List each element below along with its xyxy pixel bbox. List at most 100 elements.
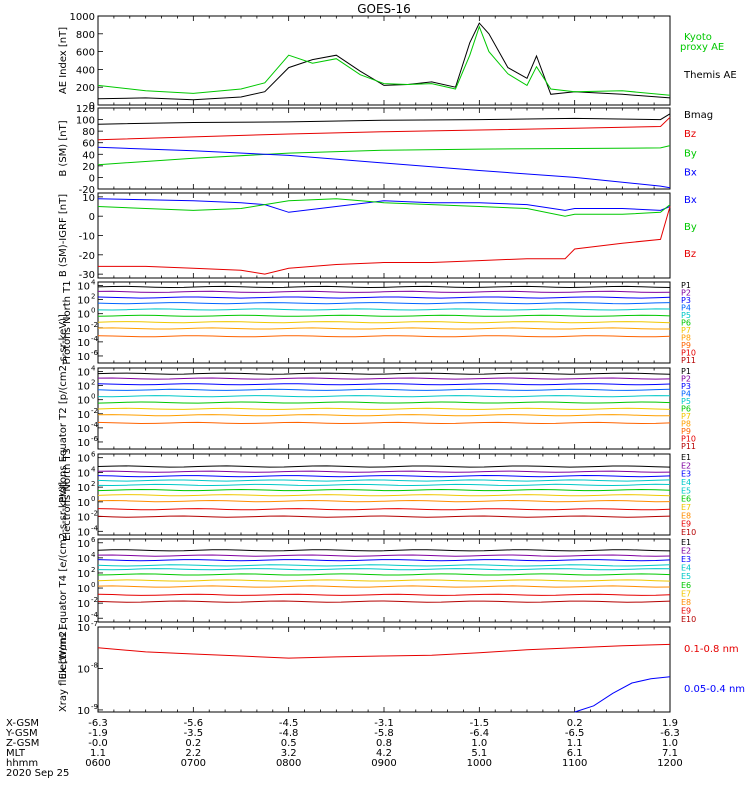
y-tick-label: 10 [77, 614, 90, 625]
y-tick-label: 10 [77, 410, 90, 421]
legend-label: P10 [681, 349, 696, 358]
y-tick-label: -7 [91, 620, 98, 628]
series-line [97, 290, 671, 293]
y-tick-label: -10 [79, 232, 95, 243]
legend-label: P1 [681, 281, 691, 290]
orbit-value: -6.5 [565, 728, 585, 739]
legend-label: 0.05-0.4 nm [684, 684, 745, 695]
y-axis-label: Xray flux [W/m2] [58, 627, 69, 712]
legend-label: P6 [681, 319, 691, 328]
y-tick-label: 0 [91, 581, 95, 589]
series-line [97, 465, 671, 468]
y-tick-label: 600 [76, 48, 95, 59]
series-line [97, 549, 671, 552]
y-tick-label: 800 [76, 30, 95, 41]
series-line [97, 600, 671, 603]
orbit-value: 0.2 [567, 718, 583, 729]
orbit-value: -3.1 [374, 718, 394, 729]
series-line [97, 314, 671, 317]
y-tick-label: 80 [82, 127, 95, 138]
legend-label: P5 [681, 311, 691, 320]
series-line [97, 474, 671, 478]
orbit-value: -1.9 [88, 728, 108, 739]
y-tick-label: 10 [77, 454, 90, 465]
orbit-value: -0.0 [88, 738, 108, 749]
y-tick-label: 200 [76, 83, 95, 94]
y-axis-label: Electrons Equator T4 [e/(cm2-s-sr-keV)] [58, 482, 69, 679]
legend-label: P2 [681, 289, 691, 298]
legend-label: E1 [681, 538, 691, 547]
legend-label: Bmag [684, 110, 713, 121]
legend-label: 0.1-0.8 nm [684, 644, 739, 655]
y-tick-label: 2 [91, 293, 95, 301]
y-axis-label: Protons Equator T2 [p/(cm2-s-sr-keV)] [58, 314, 69, 503]
series-line [97, 372, 671, 375]
panel-frame [97, 192, 671, 279]
series-line [97, 395, 671, 398]
series-line [97, 488, 671, 492]
orbit-value: 0.8 [376, 738, 392, 749]
legend-label: E9 [681, 520, 691, 529]
series-line [97, 421, 671, 425]
legend-label: E9 [681, 606, 691, 615]
legend-label: Bx [684, 168, 697, 179]
legend-label: E8 [681, 598, 691, 607]
panel-3: B (SM)-IGRF [nT] 10 0 -10 -20 -30 Bx By Bz [58, 192, 697, 281]
legend-label: P9 [681, 341, 691, 350]
series-line [574, 676, 671, 713]
orbit-value: 7.1 [662, 748, 678, 759]
orbit-value: 3.2 [281, 748, 297, 759]
orbit-value: -6.4 [470, 728, 490, 739]
y-tick-label: -4 [91, 335, 99, 343]
legend-label: E4 [681, 478, 691, 487]
y-axis-label: Electrons North T3 [62, 448, 73, 541]
series-line [97, 494, 671, 497]
y-axis-label: B (SM)-IGRF [nT] [58, 194, 69, 277]
orbit-value: -4.5 [279, 718, 299, 729]
series-line [97, 116, 671, 141]
legend-label: P11 [681, 442, 696, 451]
y-tick-label: -20 [79, 251, 95, 262]
y-tick-label: 10 [77, 324, 90, 335]
series-line [97, 554, 671, 557]
orbit-value: 0.2 [185, 738, 201, 749]
x-tick-label: 0800 [276, 758, 301, 769]
x-tick-label: 0600 [85, 758, 110, 769]
y-tick-label: 10 [77, 706, 90, 717]
orbit-value: -3.5 [184, 728, 204, 739]
legend-label: P10 [681, 435, 696, 444]
orbit-value: -6.3 [88, 718, 108, 729]
y-tick-label: 4 [91, 551, 96, 559]
y-tick-label: 20 [82, 162, 95, 173]
orbit-value: 0.5 [281, 738, 297, 749]
x-tick-label: 1000 [467, 758, 492, 769]
y-tick-label: 10 [77, 569, 90, 580]
series-line [97, 198, 671, 217]
y-tick-label: 4 [91, 279, 96, 287]
legend-label: Bx [684, 195, 697, 206]
orbit-row-label: MLT [6, 748, 26, 759]
series-line [97, 198, 671, 213]
legend-label: proxy AE [680, 42, 724, 53]
x-tick-label: 0900 [371, 758, 396, 769]
series-line [97, 414, 670, 417]
x-tick-label: 1200 [657, 758, 682, 769]
y-tick-label: -2 [91, 596, 98, 604]
y-tick-label: 10 [77, 664, 90, 675]
panel-frame [97, 453, 671, 536]
y-tick-label: 10 [77, 527, 90, 538]
legend-label: E10 [681, 615, 696, 624]
series-line [97, 483, 671, 487]
y-tick-label: -4 [91, 421, 99, 429]
y-tick-label: 4 [91, 465, 96, 473]
legend-label: P3 [681, 382, 691, 391]
x-tick-label: 1100 [562, 758, 587, 769]
series-line [97, 383, 671, 386]
panel-1: AE Index [nT]1000 800 600 400 200 0 Themis AE K… [58, 12, 737, 112]
y-tick-label: -8 [91, 661, 98, 669]
orbit-value: 1.9 [662, 718, 678, 729]
x-tick-label: 0700 [181, 758, 206, 769]
legend-label: By [684, 222, 697, 233]
y-tick-label: 10 [77, 338, 90, 349]
